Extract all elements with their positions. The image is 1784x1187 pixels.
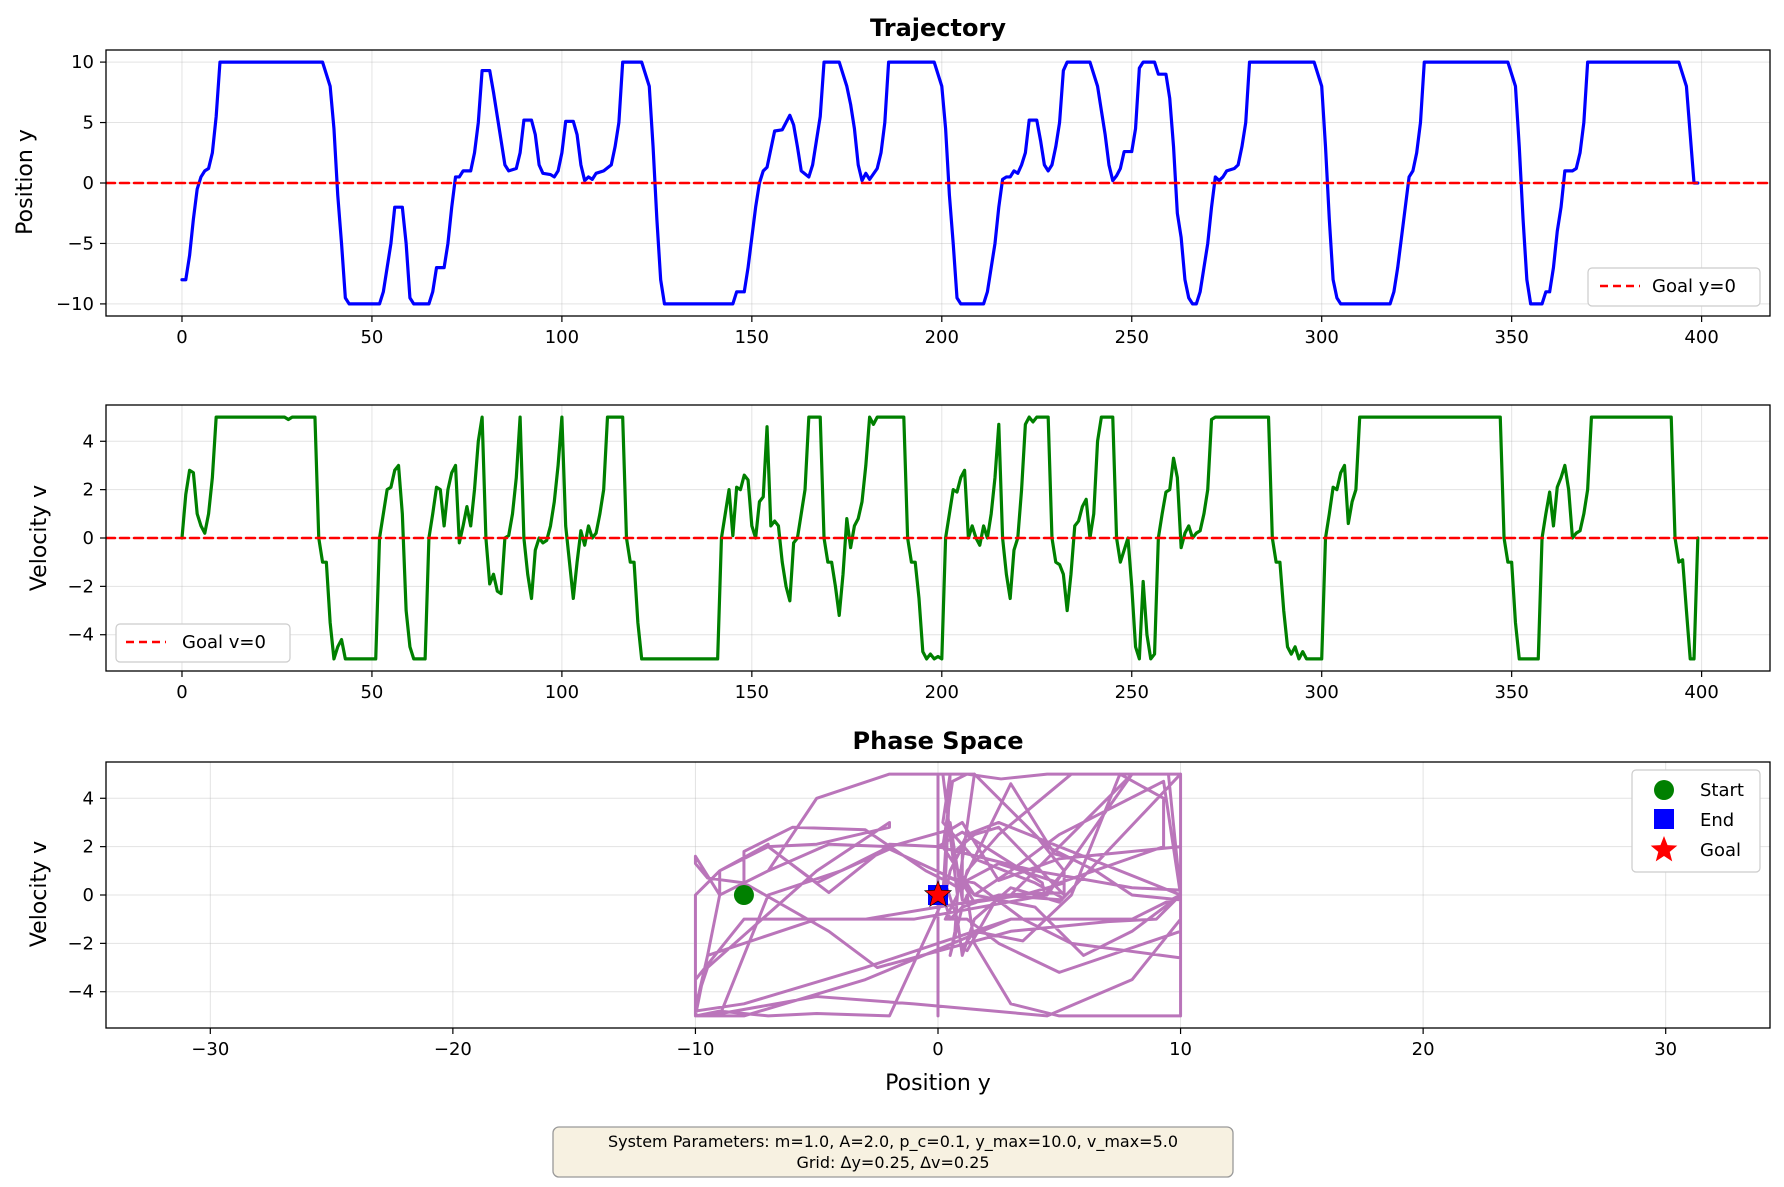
velocity-ytick-label: −4 (67, 625, 94, 646)
trajectory-panel: Trajectory Position y 0 50 100 150 200 250 300… (13, 14, 1771, 348)
velocity-legend-goal-label: Goal v=0 (182, 632, 266, 653)
legend-end-label: End (1700, 810, 1734, 831)
velocity-xtick-label: 100 (545, 682, 579, 703)
velocity-ytick-label: 2 (83, 480, 94, 501)
phase-space-ytick-label: −2 (67, 933, 94, 954)
parameters-line-2: Grid: Δy=0.25, Δv=0.25 (796, 1153, 989, 1172)
trajectory-legend: Goal y=0 (1587, 267, 1761, 307)
parameters-box-frame (552, 1126, 1234, 1178)
legend-goal-label: Goal (1700, 840, 1741, 861)
phase-space-xlabel: Position y (885, 1071, 991, 1096)
velocity-xtick-label: 400 (1684, 682, 1718, 703)
velocity-legend-box (115, 623, 291, 663)
phase-space-xtick-label: −20 (434, 1039, 472, 1060)
trajectory-legend-box (1587, 267, 1761, 307)
trajectory-ylabel: Position y (13, 129, 38, 235)
trajectory-xtick-label: 150 (735, 327, 769, 348)
legend-end-marker (1654, 809, 1674, 829)
legend-start-label: Start (1700, 780, 1744, 801)
velocity-legend: Goal v=0 (115, 623, 291, 663)
phase-space-xtick-label: −10 (676, 1039, 714, 1060)
phase-space-xtick-label: −30 (191, 1039, 229, 1060)
velocity-xtick-label: 250 (1115, 682, 1149, 703)
velocity-ylabel: Velocity v (27, 485, 52, 591)
phase-space-panel: Phase Space Velocity v Position y −30 −20… (27, 727, 1771, 1096)
velocity-xtick-label: 200 (925, 682, 959, 703)
phase-space-ytick-label: −4 (67, 982, 94, 1003)
velocity-xtick-label: 150 (735, 682, 769, 703)
phase-space-start-marker (733, 885, 754, 905)
trajectory-xtick-label: 300 (1305, 327, 1339, 348)
phase-space-data-line (693, 772, 1183, 1018)
phase-space-ytick-label: 4 (83, 788, 94, 809)
phase-space-title: Phase Space (853, 727, 1024, 755)
velocity-xtick-label: 0 (176, 682, 187, 703)
phase-space-xtick-label: 0 (932, 1039, 943, 1060)
phase-space-ylabel: Velocity v (27, 841, 52, 947)
phase-space-xtick-label: 20 (1412, 1039, 1435, 1060)
velocity-data-line (180, 415, 1700, 661)
velocity-panel: Velocity v 0 50 100 150 200 250 300 350 400 −4 −2 0… (27, 404, 1771, 703)
trajectory-data-line (180, 60, 1700, 306)
trajectory-xtick-label: 0 (176, 327, 187, 348)
trajectory-ytick-label: −5 (67, 233, 94, 254)
legend-goal-marker (1650, 836, 1678, 862)
trajectory-ytick-label: 0 (83, 173, 94, 194)
velocity-ytick-label: 4 (83, 431, 94, 452)
parameters-box: System Parameters: m=1.0, A=2.0, p_c=0.1… (552, 1126, 1234, 1178)
trajectory-xtick-label: 400 (1684, 327, 1718, 348)
phase-space-xtick-label: 10 (1169, 1039, 1192, 1060)
legend-start-marker (1654, 780, 1674, 800)
velocity-xtick-label: 50 (360, 682, 383, 703)
trajectory-ytick-label: 5 (83, 113, 94, 134)
phase-space-goal-marker (923, 880, 953, 908)
trajectory-title: Trajectory (870, 14, 1006, 42)
parameters-line-1: System Parameters: m=1.0, A=2.0, p_c=0.1… (608, 1132, 1178, 1152)
trajectory-ytick-label: −10 (56, 294, 94, 315)
trajectory-legend-goal-label: Goal y=0 (1652, 276, 1736, 297)
phase-space-xtick-label: 30 (1654, 1039, 1677, 1060)
trajectory-xtick-label: 350 (1494, 327, 1528, 348)
trajectory-ytick-label: 10 (71, 52, 94, 73)
velocity-xtick-label: 300 (1305, 682, 1339, 703)
trajectory-xtick-label: 200 (925, 327, 959, 348)
velocity-ytick-label: −2 (67, 576, 94, 597)
trajectory-xtick-label: 250 (1115, 327, 1149, 348)
trajectory-xtick-label: 50 (360, 327, 383, 348)
phase-space-ytick-label: 0 (83, 885, 94, 906)
trajectory-xtick-label: 100 (545, 327, 579, 348)
phase-space-legend: Start End Goal (1631, 769, 1761, 873)
velocity-ytick-label: 0 (83, 528, 94, 549)
phase-space-ytick-label: 2 (83, 837, 94, 858)
velocity-xtick-label: 350 (1494, 682, 1528, 703)
